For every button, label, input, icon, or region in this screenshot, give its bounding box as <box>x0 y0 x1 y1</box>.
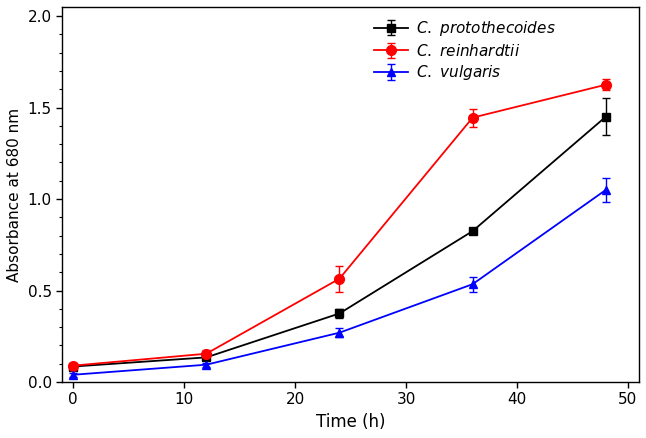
Y-axis label: Absorbance at 680 nm: Absorbance at 680 nm <box>7 107 22 282</box>
X-axis label: Time (h): Time (h) <box>316 413 385 431</box>
Legend: $\mathit{C.\ protothecoides}$, $\mathit{C.\ reinhardtii}$, $\mathit{C.\ vulgaris: $\mathit{C.\ protothecoides}$, $\mathit{… <box>370 14 560 87</box>
